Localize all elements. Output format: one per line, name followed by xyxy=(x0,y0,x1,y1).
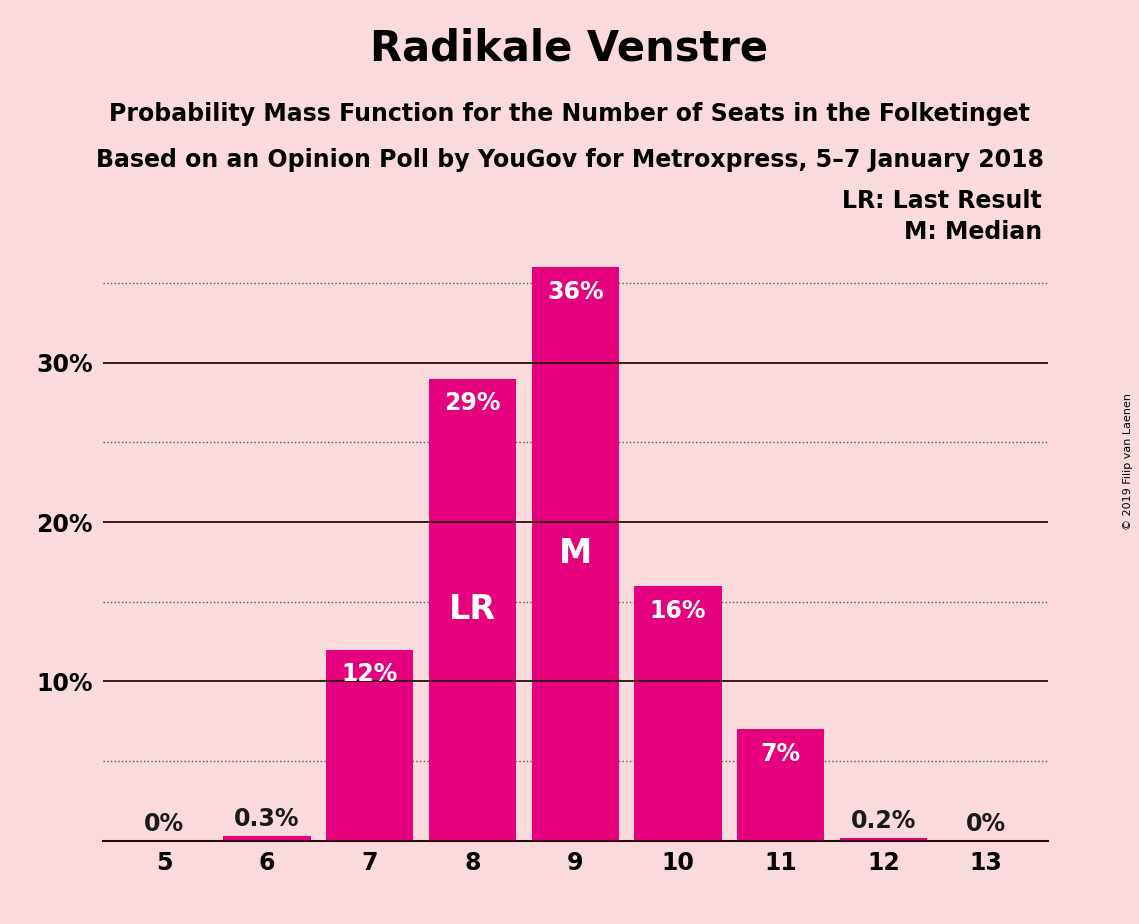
Text: 12%: 12% xyxy=(342,663,398,687)
Text: Radikale Venstre: Radikale Venstre xyxy=(370,28,769,69)
Text: 29%: 29% xyxy=(444,392,501,416)
Text: 7%: 7% xyxy=(761,742,801,766)
Text: © 2019 Filip van Laenen: © 2019 Filip van Laenen xyxy=(1123,394,1133,530)
Bar xyxy=(326,650,413,841)
Text: 0%: 0% xyxy=(145,812,185,836)
Bar xyxy=(428,379,516,841)
Text: LR: Last Result: LR: Last Result xyxy=(843,189,1042,213)
Text: 0%: 0% xyxy=(966,812,1006,836)
Bar xyxy=(634,586,722,841)
Text: 36%: 36% xyxy=(547,280,604,304)
Text: M: Median: M: Median xyxy=(904,220,1042,244)
Bar xyxy=(737,729,825,841)
Text: Based on an Opinion Poll by YouGov for Metroxpress, 5–7 January 2018: Based on an Opinion Poll by YouGov for M… xyxy=(96,148,1043,172)
Text: 0.3%: 0.3% xyxy=(235,808,300,832)
Text: LR: LR xyxy=(449,593,495,626)
Bar xyxy=(223,836,311,841)
Bar xyxy=(839,838,927,841)
Text: 0.2%: 0.2% xyxy=(851,808,916,833)
Bar xyxy=(532,267,618,841)
Text: M: M xyxy=(558,538,592,570)
Text: Probability Mass Function for the Number of Seats in the Folketinget: Probability Mass Function for the Number… xyxy=(109,102,1030,126)
Text: 16%: 16% xyxy=(649,599,706,623)
